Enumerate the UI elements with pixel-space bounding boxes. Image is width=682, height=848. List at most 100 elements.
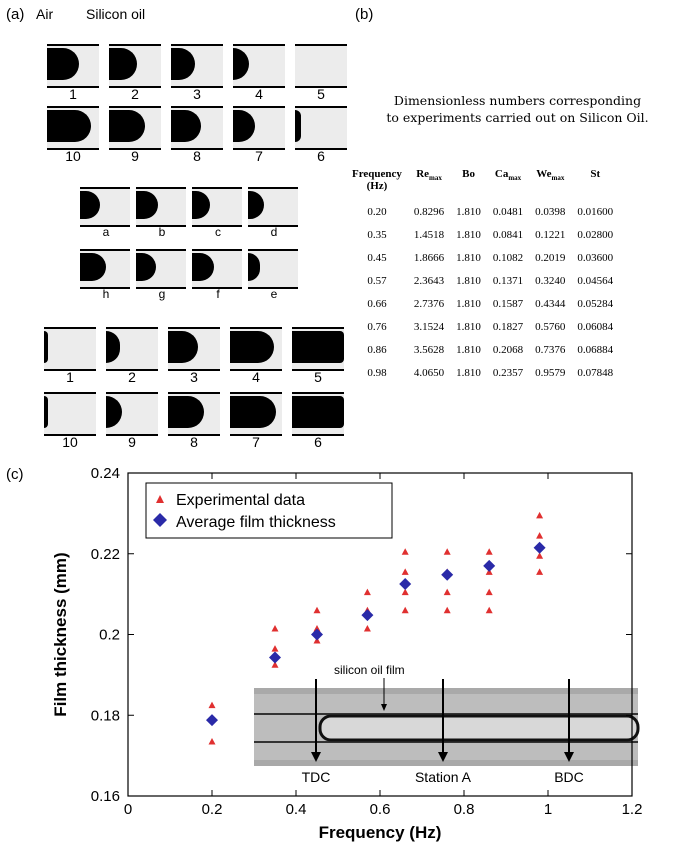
oil-slug <box>230 331 274 363</box>
experimental-point <box>443 588 451 596</box>
slug-frame <box>248 187 298 227</box>
inset-marker-label: Station A <box>415 769 472 785</box>
average-point <box>269 651 281 664</box>
average-point <box>399 578 412 591</box>
oil-slug <box>192 253 214 281</box>
table-header-cell: Bo <box>462 168 475 180</box>
table-cell: 0.2019 <box>535 251 566 264</box>
chart-legend: Experimental data Average film thickness <box>145 482 393 539</box>
experimental-point <box>271 661 279 668</box>
inset-film-label: silicon oil film <box>334 663 405 677</box>
table-row: 0.45 1.8666 1.810 0.1082 0.2019 0.03600 <box>346 246 619 269</box>
table-cell: 0.1587 <box>492 297 524 310</box>
table-cell: 0.03600 <box>577 251 614 264</box>
table-row: 0.20 0.8296 1.810 0.0481 0.0398 0.01600 <box>346 200 619 223</box>
table-title-line2: to experiments carried out on Silicon Oi… <box>386 110 649 125</box>
experimental-point <box>401 588 409 596</box>
experimental-point <box>313 624 321 632</box>
y-axis-label: Film thickness (mm) <box>51 552 70 716</box>
table-cell: 3.5628 <box>413 343 445 356</box>
x-tick-label: 1 <box>544 801 552 818</box>
frame-label: 4 <box>252 369 260 385</box>
silicon-oil-label: Silicon oil <box>86 6 146 22</box>
x-tick-label: 1.2 <box>622 801 643 818</box>
frame-label: 8 <box>193 148 201 164</box>
slug-frame <box>295 44 347 88</box>
frame-label: 1 <box>66 369 74 385</box>
table-cell: 0.86 <box>367 343 387 356</box>
frame-label: 10 <box>65 148 81 164</box>
frame-label: 4 <box>255 86 263 102</box>
table-cell: 1.810 <box>456 251 481 264</box>
slug-frame <box>295 106 347 150</box>
panel-c-label: (c) <box>6 466 24 483</box>
frame-label: 3 <box>190 369 198 385</box>
oil-slug <box>233 48 249 80</box>
slug-frame <box>106 327 158 371</box>
slug-frame <box>109 106 161 150</box>
average-point <box>533 541 546 554</box>
slug-frame <box>80 249 130 289</box>
inset-photo: silicon oil film TDC Station A BDC <box>254 663 640 785</box>
table-cell: 0.5760 <box>535 320 566 333</box>
frame-label: f <box>216 287 220 301</box>
table-cell: 0.1827 <box>492 320 524 333</box>
table-header-row: Frequency (Hz) Remax Bo Camax Wemax St <box>346 168 619 200</box>
frame-label: 10 <box>62 434 78 450</box>
experimental-point <box>208 701 216 709</box>
table-cell: 2.3643 <box>413 274 445 287</box>
table-cell: 0.07848 <box>577 366 614 379</box>
oil-slug <box>47 48 79 80</box>
slug-frame <box>230 327 282 371</box>
oil-slug <box>295 110 301 142</box>
slug-frame <box>192 187 242 227</box>
table-cell: 1.810 <box>456 205 481 218</box>
table-cell: 1.810 <box>456 343 481 356</box>
experimental-point <box>313 606 321 614</box>
average-point <box>311 628 323 641</box>
average-point <box>361 609 374 622</box>
frame-label: b <box>158 225 166 239</box>
inset-background <box>254 688 638 766</box>
frame-label: 3 <box>193 86 201 102</box>
legend-box <box>145 482 393 539</box>
oil-slug <box>106 396 122 428</box>
table-cell: 3.1524 <box>413 320 445 333</box>
table-cell: 0.3240 <box>535 274 566 287</box>
average-point <box>206 714 218 727</box>
experimental-point <box>443 548 451 555</box>
experimental-point <box>401 568 409 575</box>
oil-slug <box>248 253 260 281</box>
oil-slug <box>47 110 91 142</box>
table-cell: 0.06884 <box>577 343 614 356</box>
inset-marker-arrowhead <box>438 752 448 762</box>
inset-marker-label: BDC <box>554 769 584 785</box>
table-cell: 0.2357 <box>492 366 524 379</box>
frame-label: a <box>102 225 110 239</box>
table-header-cell: Remax <box>416 168 442 183</box>
x-axis-label: Frequency (Hz) <box>319 823 442 842</box>
slug-frame <box>136 187 186 227</box>
experimental-point <box>536 532 544 539</box>
legend-experimental-label: Experimental data <box>176 492 305 509</box>
slug-frame <box>47 106 99 150</box>
frame-label: 8 <box>190 434 198 450</box>
slug-frame <box>233 44 285 88</box>
table-body: 0.20 0.8296 1.810 0.0481 0.0398 0.01600 0.35 1.… <box>346 200 619 384</box>
table-header-cell: Wemax <box>536 168 565 183</box>
table-title-line1: Dimensionless numbers corresponding <box>393 93 642 108</box>
frame-label: 7 <box>255 148 263 164</box>
table-row: 0.76 3.1524 1.810 0.1827 0.5760 0.06084 <box>346 315 619 338</box>
table-cell: 0.0398 <box>535 205 566 218</box>
slug-frame <box>171 44 223 88</box>
table-cell: 0.66 <box>367 297 387 310</box>
table-header-cell: Frequency (Hz) <box>352 168 402 192</box>
frame-label: h <box>102 287 110 301</box>
oil-slug <box>248 191 264 219</box>
experimental-point <box>363 624 371 632</box>
table-cell: 0.1221 <box>535 228 566 241</box>
slug-frame <box>109 44 161 88</box>
slug-frame <box>44 327 96 371</box>
frame-label: 9 <box>131 148 139 164</box>
table-cell: 0.1371 <box>492 274 524 287</box>
